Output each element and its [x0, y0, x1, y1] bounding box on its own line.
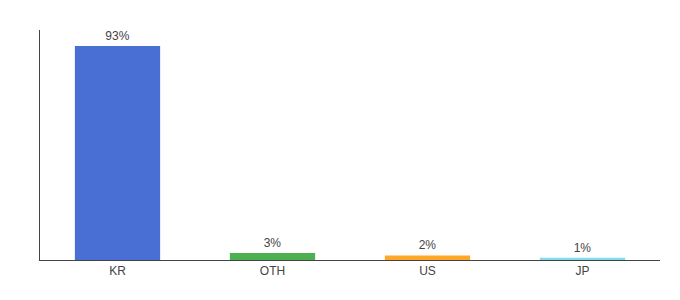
svg-text:1%: 1%: [574, 241, 592, 255]
svg-text:2%: 2%: [419, 238, 437, 252]
svg-text:OTH: OTH: [260, 264, 285, 278]
svg-text:3%: 3%: [264, 236, 282, 250]
svg-text:US: US: [419, 264, 436, 278]
svg-text:KR: KR: [109, 264, 126, 278]
svg-text:JP: JP: [575, 264, 589, 278]
svg-text:93%: 93%: [105, 29, 129, 43]
